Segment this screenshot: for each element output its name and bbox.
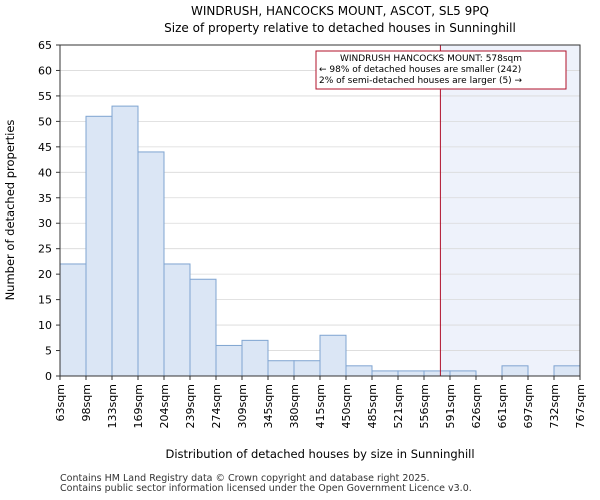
x-tick-label: 450sqm [340,384,353,428]
x-tick-label: 415sqm [314,384,327,428]
y-tick-label: 15 [38,294,52,307]
annotation-line-1: WINDRUSH HANCOCKS MOUNT: 578sqm [340,54,522,64]
bar-732sqm [553,365,581,377]
x-tick-label: 661sqm [496,384,509,428]
chart: WINDRUSH, HANCOCKS MOUNT, ASCOT, SL5 9PQ… [3,4,587,461]
bar-169sqm [137,151,165,377]
x-tick-label: 169sqm [132,384,145,428]
annotation-line-2: ← 98% of detached houses are smaller (24… [319,65,521,75]
x-tick-label: 697sqm [522,384,535,428]
bar-345sqm [267,360,295,377]
y-axis-label: Number of detached properties [3,120,17,301]
chart-subtitle: Size of property relative to detached ho… [164,21,516,35]
x-tick-label: 345sqm [262,384,275,428]
y-tick-label: 10 [38,319,52,332]
y-tick-label: 65 [38,39,52,52]
y-tick-label: 0 [45,370,52,383]
bar-591sqm [449,370,477,377]
larger-properties-shade [440,45,580,376]
y-tick-label: 40 [38,166,52,179]
y-tick-label: 25 [38,243,52,256]
x-tick-label: 556sqm [418,384,431,428]
bar-556sqm [423,370,451,377]
chart-title: WINDRUSH, HANCOCKS MOUNT, ASCOT, SL5 9PQ [191,4,489,18]
y-tick-label: 55 [38,90,52,103]
y-tick-label: 5 [45,345,52,358]
x-tick-label: 204sqm [158,384,171,428]
x-tick-label: 485sqm [366,384,379,428]
y-tick-label: 20 [38,268,52,281]
x-tick-label: 626sqm [470,384,483,428]
x-tick-label: 732sqm [548,384,561,428]
bar-415sqm [319,334,347,377]
x-tick-label: 380sqm [288,384,301,428]
bar-485sqm [371,370,399,377]
bar-239sqm [189,278,217,377]
bar-450sqm [345,365,373,377]
bar-63sqm [59,263,87,377]
footer-licence: Contains public sector information licen… [60,483,472,494]
bar-204sqm [163,263,191,377]
bar-661sqm [501,365,529,377]
bar-133sqm [111,105,139,377]
x-tick-label: 63sqm [54,384,67,421]
y-tick-label: 35 [38,192,52,205]
x-tick-label: 133sqm [106,384,119,428]
bar-98sqm [85,115,113,377]
bar-521sqm [397,370,425,377]
y-tick-label: 30 [38,217,52,230]
annotation-box: WINDRUSH HANCOCKS MOUNT: 578sqm ← 98% of… [315,50,567,90]
y-tick-label: 50 [38,115,52,128]
x-tick-label: 591sqm [444,384,457,428]
annotation-line-3: 2% of semi-detached houses are larger (5… [319,76,523,86]
bar-274sqm [215,344,243,377]
x-tick-label: 98sqm [80,384,93,421]
x-tick-label: 239sqm [184,384,197,428]
y-tick-label: 45 [38,141,52,154]
x-tick-label: 309sqm [236,384,249,428]
x-tick-label: 274sqm [210,384,223,428]
y-tick-label: 60 [38,64,52,77]
x-axis-label: Distribution of detached houses by size … [165,447,474,461]
footer-copyright: Contains HM Land Registry data © Crown c… [60,473,430,484]
bar-380sqm [293,360,321,377]
bar-309sqm [241,339,269,377]
x-tick-label: 767sqm [574,384,587,428]
x-tick-label: 521sqm [392,384,405,428]
